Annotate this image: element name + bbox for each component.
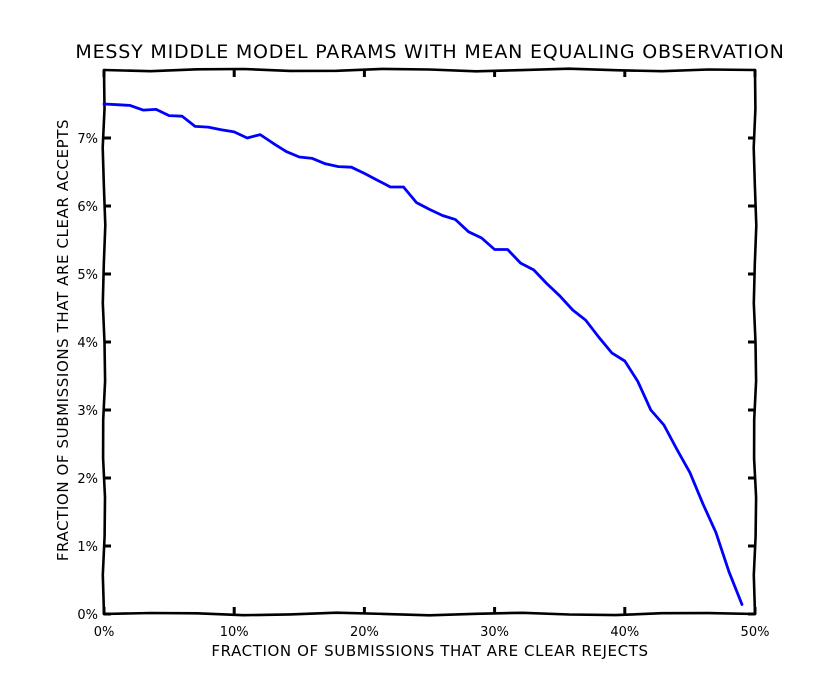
- x-tick-label: 30%: [480, 625, 509, 640]
- axis-ticks: 0% 10% 20% 30% 40% 50% 0% 1% 2% 3% 4% 5% 6% 7%: [77, 70, 769, 640]
- frame-top-edge: [102, 67, 757, 73]
- x-axis-label: FRACTION OF SUBMISSIONS THAT ARE CLEAR R…: [211, 642, 648, 660]
- y-tick-label: 4%: [77, 336, 98, 351]
- x-tick-label: 50%: [741, 625, 770, 640]
- frame-right-edge: [752, 68, 758, 616]
- plot-frame: [101, 67, 758, 617]
- x-tick-label: 20%: [350, 625, 379, 640]
- y-tick-label: 3%: [77, 404, 98, 419]
- chart-title: MESSY MIDDLE MODEL PARAMS WITH MEAN EQUA…: [75, 41, 784, 63]
- series-layer: [102, 102, 744, 606]
- y-axis-label: FRACTION OF SUBMISSIONS THAT ARE CLEAR A…: [54, 119, 72, 561]
- y-tick-label: 7%: [77, 132, 98, 147]
- y-tick-label: 6%: [77, 200, 98, 215]
- y-tick-label: 2%: [77, 472, 98, 487]
- x-tick-label: 10%: [220, 625, 249, 640]
- frame-bottom-edge: [102, 611, 757, 617]
- y-tick-label: 0%: [77, 608, 98, 623]
- x-tick-label: 40%: [610, 625, 639, 640]
- y-tick-label: 5%: [77, 268, 98, 283]
- series-line-1: [102, 102, 744, 606]
- y-tick-label: 1%: [77, 540, 98, 555]
- x-tick-label: 0%: [94, 625, 115, 640]
